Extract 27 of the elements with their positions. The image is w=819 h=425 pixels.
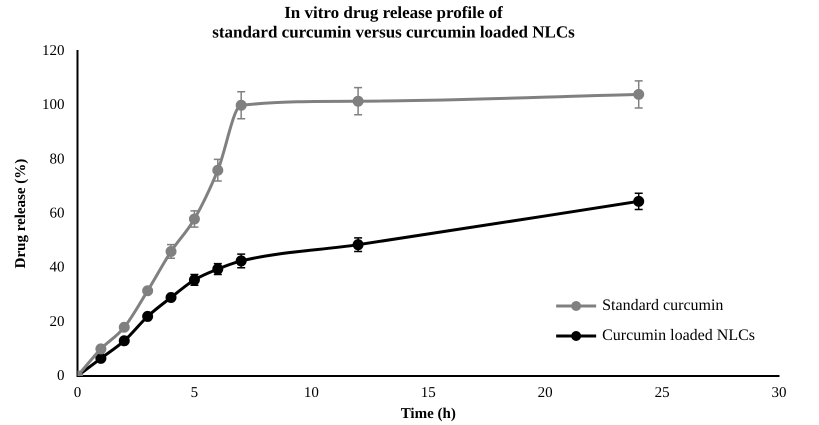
legend-label: Standard curcumin [602, 297, 724, 314]
y-tick-label: 20 [50, 314, 64, 330]
chart-title: In vitro drug release profile of standard curcumin versus curcumin loaded NLCs [212, 3, 576, 42]
x-tick-label: 15 [420, 384, 436, 401]
point [95, 352, 106, 364]
x-tick-label: 30 [772, 384, 786, 401]
y-tick-label: 120 [42, 43, 64, 60]
x-tick-label: 10 [304, 384, 319, 401]
point [118, 322, 130, 333]
x-tick-label: 5 [190, 384, 198, 401]
point [95, 343, 106, 354]
y-tick-label: 80 [50, 151, 64, 168]
y-tick-label: 40 [50, 260, 64, 276]
y-axis-title: Drug release (%) [12, 158, 29, 268]
y-tick-label: 100 [42, 97, 64, 114]
point [188, 213, 200, 224]
x-axis-title: Time (h) [400, 406, 456, 422]
point [142, 285, 154, 296]
y-tick-label: 60 [50, 205, 64, 222]
legend-label: Curcumin loaded NLCs [602, 327, 756, 344]
x-tick-label: 20 [538, 384, 553, 401]
point [166, 292, 177, 303]
x-tick-label: 0 [74, 384, 82, 401]
x-tick-label: 25 [654, 384, 670, 401]
point [142, 310, 154, 322]
point [118, 335, 130, 346]
y-tick-label: 0 [57, 368, 64, 384]
